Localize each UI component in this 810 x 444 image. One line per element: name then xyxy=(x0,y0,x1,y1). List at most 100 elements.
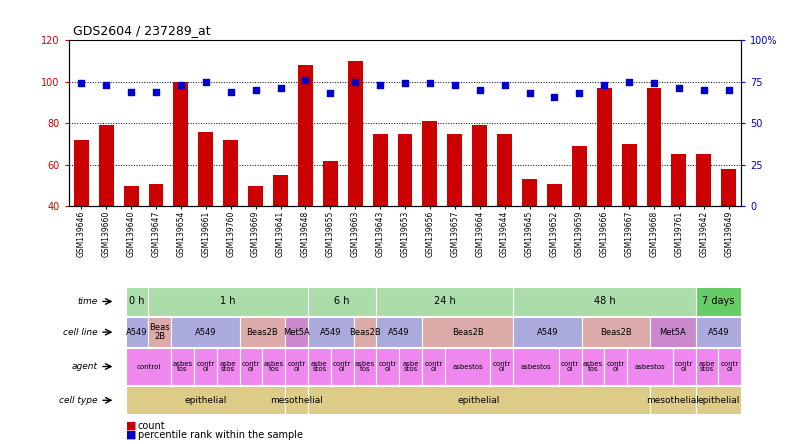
Text: ■: ■ xyxy=(126,421,136,431)
Text: contr
ol: contr ol xyxy=(424,361,442,372)
Bar xyxy=(514,287,696,316)
Bar xyxy=(171,348,194,385)
Bar xyxy=(646,88,662,290)
Point xyxy=(100,81,113,88)
Bar xyxy=(673,348,696,385)
Text: 6 h: 6 h xyxy=(335,297,350,306)
Text: contr
ol: contr ol xyxy=(242,361,260,372)
Point xyxy=(672,85,685,92)
Bar xyxy=(621,144,637,290)
Point xyxy=(448,81,461,88)
Bar xyxy=(514,348,559,385)
Bar xyxy=(262,348,285,385)
Bar xyxy=(171,317,240,347)
Bar xyxy=(398,134,412,290)
Text: epithelial: epithelial xyxy=(458,396,500,405)
Text: contr
ol: contr ol xyxy=(378,361,397,372)
Bar xyxy=(721,169,736,290)
Text: asbe
stos: asbe stos xyxy=(220,361,237,372)
Bar xyxy=(422,348,445,385)
Bar xyxy=(497,134,512,290)
Bar xyxy=(671,155,686,290)
Bar xyxy=(582,348,604,385)
Point xyxy=(623,78,636,85)
Text: asbestos: asbestos xyxy=(634,364,665,369)
Point xyxy=(324,90,337,97)
Bar xyxy=(399,348,422,385)
Bar xyxy=(148,183,164,290)
Text: A549: A549 xyxy=(320,328,342,337)
Bar xyxy=(650,317,696,347)
Point xyxy=(473,87,486,94)
Bar xyxy=(347,61,363,290)
Text: contr
ol: contr ol xyxy=(288,361,305,372)
Bar xyxy=(522,179,537,290)
Bar xyxy=(604,348,627,385)
Bar xyxy=(308,287,377,316)
Bar xyxy=(377,287,514,316)
Text: contr
ol: contr ol xyxy=(492,361,511,372)
Bar xyxy=(74,140,89,290)
Point xyxy=(199,78,212,85)
Point xyxy=(424,80,437,87)
Point xyxy=(697,87,710,94)
Bar xyxy=(308,348,330,385)
Bar xyxy=(718,348,741,385)
Bar xyxy=(248,186,263,290)
Point xyxy=(75,80,87,87)
Bar xyxy=(126,287,148,316)
Bar xyxy=(559,348,582,385)
Bar xyxy=(422,317,514,347)
Bar xyxy=(240,348,262,385)
Point xyxy=(299,76,312,83)
Bar xyxy=(198,131,213,290)
Text: contr
ol: contr ol xyxy=(333,361,352,372)
Bar xyxy=(330,348,353,385)
Text: asbes
tos: asbes tos xyxy=(355,361,375,372)
Bar xyxy=(194,348,217,385)
Text: A549: A549 xyxy=(194,328,216,337)
Bar xyxy=(285,386,308,414)
Bar xyxy=(547,183,562,290)
Point xyxy=(399,80,411,87)
Point xyxy=(573,90,586,97)
Text: cell line: cell line xyxy=(62,328,97,337)
Bar xyxy=(148,287,308,316)
Text: percentile rank within the sample: percentile rank within the sample xyxy=(138,430,303,440)
Text: agent: agent xyxy=(71,362,97,371)
Bar xyxy=(99,125,113,290)
Bar xyxy=(124,186,139,290)
Bar xyxy=(423,121,437,290)
Bar xyxy=(298,65,313,290)
Text: asbes
tos: asbes tos xyxy=(583,361,603,372)
Bar xyxy=(126,348,171,385)
Text: control: control xyxy=(136,364,160,369)
Text: Beas
2B: Beas 2B xyxy=(149,324,170,341)
Point xyxy=(125,88,138,95)
Point xyxy=(174,81,187,88)
Point xyxy=(723,87,735,94)
Text: Beas2B: Beas2B xyxy=(246,328,278,337)
Point xyxy=(523,90,536,97)
Point xyxy=(249,87,262,94)
Text: contr
ol: contr ol xyxy=(721,361,739,372)
Text: 7 days: 7 days xyxy=(702,297,735,306)
Bar xyxy=(217,348,240,385)
Text: Met5A: Met5A xyxy=(659,328,686,337)
Bar xyxy=(173,82,189,290)
Point xyxy=(274,85,287,92)
Text: asbe
stos: asbe stos xyxy=(403,361,419,372)
Bar xyxy=(697,155,711,290)
Bar xyxy=(377,348,399,385)
Text: epithelial: epithelial xyxy=(184,396,227,405)
Text: asbestos: asbestos xyxy=(521,364,552,369)
Text: asbe
stos: asbe stos xyxy=(699,361,715,372)
Point xyxy=(498,81,511,88)
Text: A549: A549 xyxy=(389,328,410,337)
Text: ■: ■ xyxy=(126,430,136,440)
Bar xyxy=(447,134,463,290)
Text: GDS2604 / 237289_at: GDS2604 / 237289_at xyxy=(73,24,211,37)
Text: mesothelial: mesothelial xyxy=(270,396,323,405)
Bar xyxy=(627,348,673,385)
Text: asbestos: asbestos xyxy=(452,364,483,369)
